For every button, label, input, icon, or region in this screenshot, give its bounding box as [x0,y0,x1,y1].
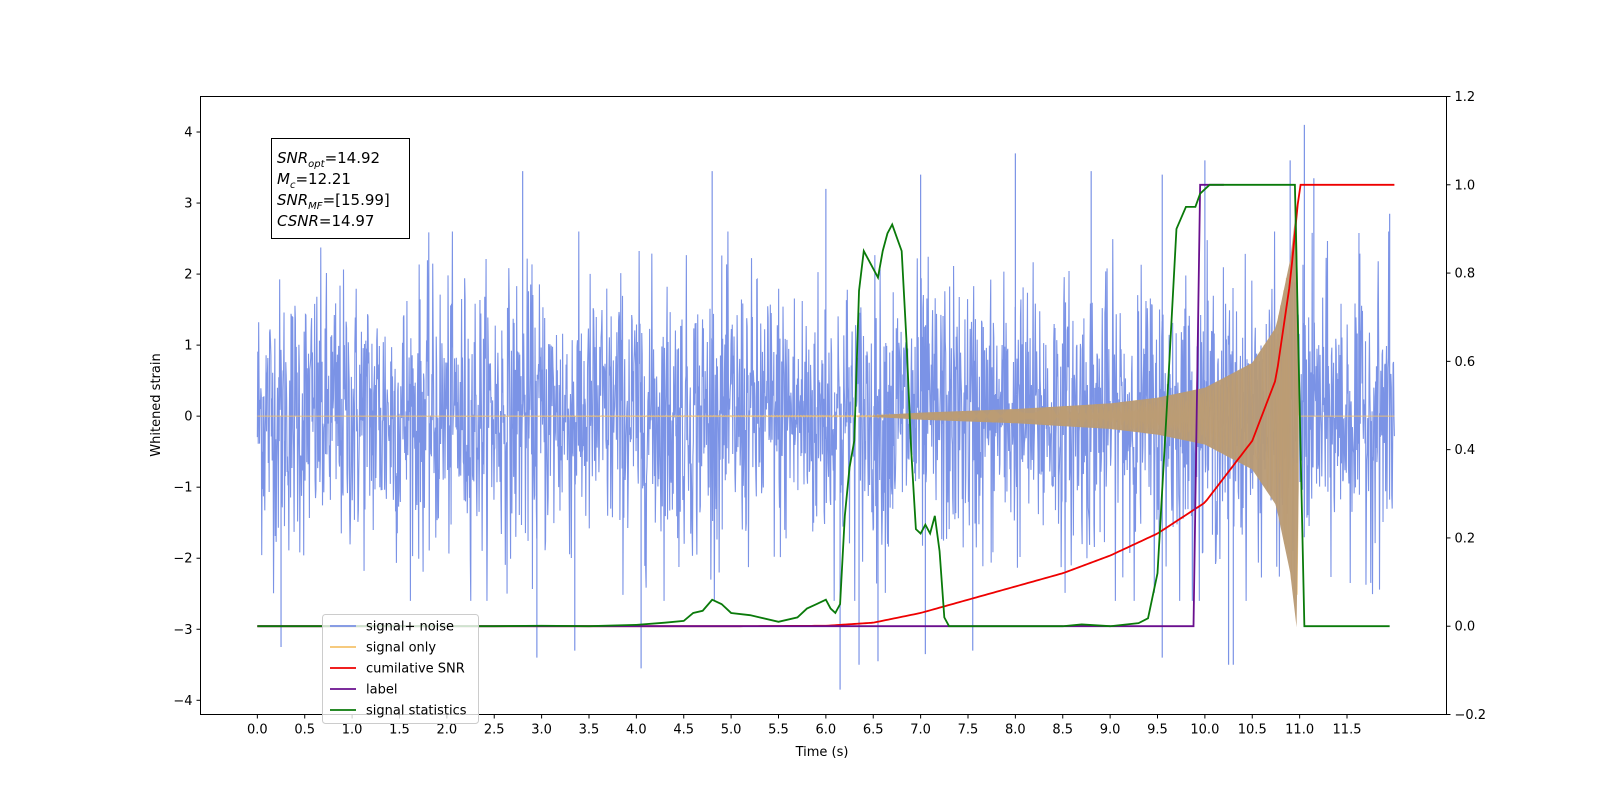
x-tick-label: 2.0 [437,723,458,738]
y-tick-label: −1 [173,481,192,496]
x-tick-label: 10.0 [1190,723,1219,738]
x-tick-label: 4.0 [626,723,647,738]
legend: signal+ noise signal only cumilative SNR la… [322,614,479,724]
x-tick-label: 9.5 [1147,723,1168,738]
annotation-line: SNRMF=[15.99] [277,191,390,212]
y-tick-label: 4 [184,126,192,141]
x-tick-label: 11.5 [1333,723,1362,738]
legend-label: label [366,683,397,698]
annotation-box: SNRopt=14.92Mc=12.21SNRMF=[15.99]CSNR=14… [271,138,410,239]
plot-frame [200,96,1447,715]
legend-frame [322,614,479,724]
y-tick-label: −3 [173,623,192,638]
x-tick-label: 3.0 [531,723,552,738]
y-tick-label: 0 [184,410,192,425]
y-right-tick-label: 0.6 [1455,355,1476,370]
annotation-frame [271,138,410,239]
y-axis-label: Whitened strain [149,353,164,456]
legend-label: signal+ noise [366,620,454,635]
x-axis-label: Time (s) [795,745,849,760]
y-right-tick-label: 0.8 [1455,267,1476,282]
y-axis-left: −4 −3 −2 −1 0 1 2 3 4 [173,126,201,709]
y-tick-label: −4 [173,694,192,709]
x-tick-label: 5.0 [721,723,742,738]
x-tick-label: 7.5 [958,723,979,738]
x-tick-label: 6.0 [816,723,837,738]
x-tick-label: 2.5 [484,723,505,738]
x-tick-label: 1.0 [342,723,363,738]
series-line-signal-statistics [257,183,1390,628]
series-signal-only [257,205,1395,628]
legend-label: signal statistics [366,704,467,719]
y-right-tick-label: 0.0 [1455,620,1476,635]
x-tick-label: 9.0 [1100,723,1121,738]
x-tick-label: 5.5 [768,723,789,738]
x-tick-label: 3.5 [579,723,600,738]
y-tick-label: −2 [173,552,192,567]
y-tick-label: 1 [184,339,192,354]
y-axis-right: −0.2 0.0 0.2 0.4 0.6 0.8 1.0 1.2 [1446,90,1487,723]
x-axis: 0.0 0.5 1.0 1.5 2.0 2.5 3.0 3.5 4.0 4.5 5.0 5.5 6.0 6… [247,714,1362,738]
y-right-tick-label: 1.0 [1455,178,1476,193]
x-tick-label: 8.5 [1052,723,1073,738]
x-tick-label: 4.5 [673,723,694,738]
y-right-tick-label: 0.4 [1455,443,1476,458]
y-tick-label: 2 [184,268,192,283]
x-tick-label: 7.0 [910,723,931,738]
x-tick-label: 0.0 [247,723,268,738]
y-right-tick-label: 1.2 [1455,90,1476,105]
annotation-line: CSNR=14.97 [277,212,374,230]
legend-label: cumilative SNR [366,662,465,677]
x-tick-label: 6.5 [863,723,884,738]
y-right-tick-label: 0.2 [1455,531,1476,546]
x-tick-label: 0.5 [294,723,315,738]
y-tick-label: 3 [184,197,192,212]
signal-chirp-envelope [873,205,1299,628]
y-right-tick-label: −0.2 [1455,708,1487,723]
annotation-line: Mc=12.21 [277,170,351,191]
x-tick-label: 8.0 [1005,723,1026,738]
legend-label: signal only [366,641,436,656]
annotation-line: SNRopt=14.92 [277,149,380,170]
x-tick-label: 10.5 [1238,723,1267,738]
x-tick-label: 11.0 [1285,723,1314,738]
x-tick-label: 1.5 [389,723,410,738]
